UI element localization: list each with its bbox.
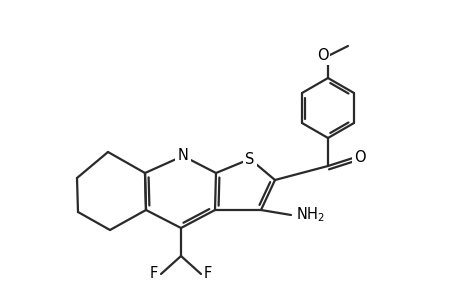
Text: O: O (353, 151, 365, 166)
Text: O: O (317, 49, 328, 64)
Text: NH$_2$: NH$_2$ (295, 206, 324, 224)
Text: N: N (177, 148, 188, 164)
Text: F: F (150, 266, 158, 281)
Text: S: S (245, 152, 254, 166)
Text: F: F (203, 266, 212, 281)
